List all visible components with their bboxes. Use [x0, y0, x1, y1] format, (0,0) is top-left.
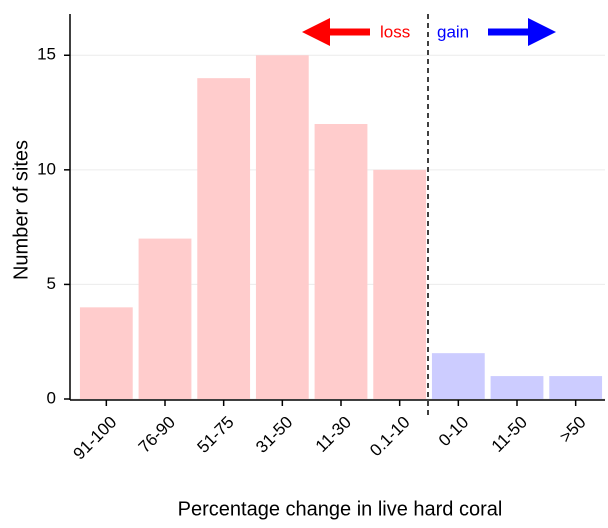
x-tick-label: 51-75 [193, 413, 237, 457]
x-tick-label: 31-50 [252, 413, 296, 457]
y-tick-label: 15 [37, 45, 56, 64]
bar [431, 353, 485, 399]
gain-label: gain [437, 22, 469, 41]
y-tick-label: 0 [47, 388, 56, 407]
bar [255, 55, 309, 399]
bar [138, 238, 192, 399]
x-tick-label: 11-30 [312, 413, 355, 456]
y-tick-label: 5 [47, 274, 56, 293]
x-tick-label: 76-90 [135, 413, 179, 457]
bar [314, 124, 368, 399]
x-tick-label: >50 [556, 413, 590, 447]
bar [79, 307, 133, 399]
x-axis-label: Percentage change in live hard coral [178, 498, 503, 520]
bars [79, 55, 603, 400]
y-tick-label: 10 [37, 159, 56, 178]
bar [197, 78, 251, 400]
loss-label: loss [380, 22, 410, 41]
x-tick-label: 11-50 [488, 413, 531, 456]
bar [490, 376, 544, 399]
bar [373, 169, 427, 399]
x-tick-label: 91-100 [69, 413, 120, 464]
x-tick-label: 0-10 [435, 413, 472, 450]
x-tick-label: 0.1-10 [366, 413, 414, 461]
bar [549, 376, 603, 399]
y-axis-label: Number of sites [10, 140, 32, 280]
